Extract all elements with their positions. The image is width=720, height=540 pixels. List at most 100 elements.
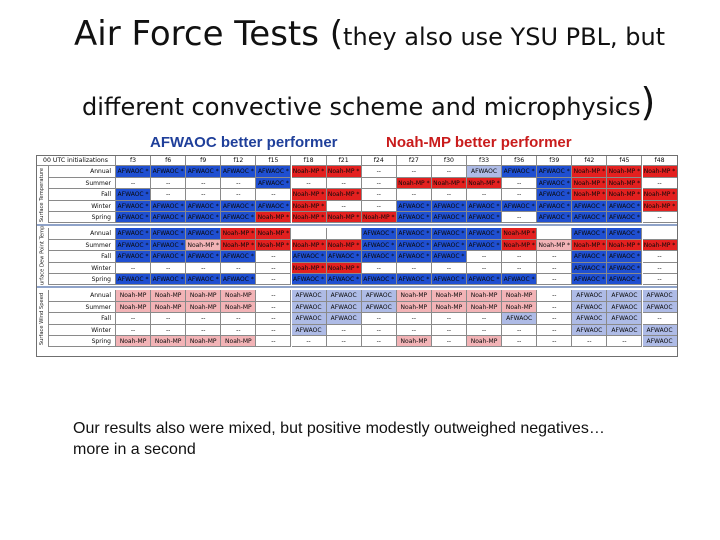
hour-header: f27: [396, 155, 432, 167]
result-cell: --: [502, 262, 538, 274]
result-cell: [537, 228, 573, 240]
result-cell: AFWAOC *: [431, 212, 467, 224]
season-label: Summer: [49, 301, 116, 314]
result-cell: AFWAOC *: [361, 228, 397, 240]
result-cell: --: [396, 189, 432, 201]
result-cell: --: [537, 336, 573, 348]
result-cell: AFWAOC: [572, 301, 608, 314]
result-cell: Noah-MP: [221, 290, 257, 302]
result-cell: AFWAOC *: [256, 166, 292, 178]
result-cell: --: [537, 313, 573, 325]
result-cell: --: [396, 262, 432, 274]
result-cell: Noah-MP: [116, 301, 152, 314]
result-cell: Noah-MP: [186, 290, 222, 302]
result-cell: AFWAOC *: [467, 274, 503, 286]
comparison-table: 00 UTC initializations f3 f6 f9 f12 f15 f18 f21…: [36, 155, 678, 357]
result-cell: AFWAOC *: [116, 189, 152, 201]
result-cell: --: [221, 189, 257, 201]
result-cell: AFWAOC *: [431, 251, 467, 263]
result-cell: --: [361, 313, 397, 325]
result-cell: [326, 228, 362, 240]
title-large-text: Air Force Tests (: [74, 14, 344, 54]
result-cell: Noah-MP *: [326, 239, 362, 252]
summary-note: Our results also were mixed, but positiv…: [73, 420, 605, 458]
result-cell: --: [221, 324, 257, 336]
result-cell: Noah-MP: [116, 336, 152, 348]
result-cell: --: [537, 262, 573, 274]
result-cell: AFWAOC: [607, 313, 643, 325]
result-cell: AFWAOC *: [467, 212, 503, 224]
result-cell: AFWAOC *: [431, 228, 467, 240]
hour-header: f21: [326, 155, 362, 167]
result-cell: --: [116, 262, 152, 274]
result-cell: [291, 228, 327, 240]
result-cell: --: [467, 313, 503, 325]
slide-title-line-1: Air Force Tests (they also use YSU PBL, …: [74, 14, 720, 54]
hour-header: f39: [537, 155, 573, 167]
result-cell: AFWAOC: [361, 290, 397, 302]
result-cell: AFWAOC *: [186, 228, 222, 240]
result-cell: Noah-MP *: [221, 228, 257, 240]
result-cell: AFWAOC *: [151, 212, 187, 224]
result-cell: --: [151, 177, 187, 190]
result-cell: Noah-MP: [186, 301, 222, 314]
result-cell: AFWAOC *: [572, 262, 608, 274]
result-cell: Noah-MP *: [642, 166, 678, 178]
result-cell: AFWAOC *: [151, 200, 187, 212]
result-cell: AFWAOC *: [537, 177, 573, 190]
result-cell: --: [537, 274, 573, 286]
result-cell: Noah-MP: [396, 290, 432, 302]
result-cell: AFWAOC *: [116, 239, 152, 252]
result-cell: --: [326, 336, 362, 348]
result-cell: --: [326, 200, 362, 212]
result-cell: Noah-MP: [116, 290, 152, 302]
slide-title-line-2: different convective scheme and microphy…: [82, 80, 720, 124]
result-cell: AFWAOC *: [186, 251, 222, 263]
result-cell: Noah-MP: [151, 301, 187, 314]
result-cell: AFWAOC *: [467, 239, 503, 252]
result-cell: --: [502, 212, 538, 224]
result-cell: AFWAOC *: [361, 251, 397, 263]
hour-header: f3: [116, 155, 152, 167]
result-cell: AFWAOC *: [221, 212, 257, 224]
result-cell: Noah-MP *: [291, 262, 327, 274]
result-cell: --: [361, 189, 397, 201]
result-cell: AFWAOC *: [502, 166, 538, 178]
result-cell: AFWAOC *: [396, 251, 432, 263]
result-cell: AFWAOC *: [116, 251, 152, 263]
result-cell: AFWAOC: [467, 166, 503, 178]
result-cell: AFWAOC *: [396, 274, 432, 286]
result-cell: --: [186, 313, 222, 325]
variable-label: Surface Dew Point Temp: [36, 225, 49, 288]
result-cell: Noah-MP *: [607, 177, 643, 190]
result-cell: --: [467, 262, 503, 274]
result-cell: --: [396, 324, 432, 336]
result-cell: AFWAOC *: [537, 212, 573, 224]
result-cell: Noah-MP: [467, 290, 503, 302]
result-cell: AFWAOC *: [256, 200, 292, 212]
result-cell: AFWAOC *: [537, 189, 573, 201]
hour-header: f48: [642, 155, 678, 167]
result-cell: AFWAOC: [572, 290, 608, 302]
result-cell: Noah-MP *: [607, 166, 643, 178]
result-cell: --: [642, 313, 678, 325]
result-cell: AFWAOC *: [221, 200, 257, 212]
result-cell: Noah-MP: [502, 290, 538, 302]
result-cell: AFWAOC *: [116, 200, 152, 212]
result-cell: --: [361, 200, 397, 212]
season-label: Winter: [49, 200, 116, 212]
result-cell: --: [186, 189, 222, 201]
result-cell: AFWAOC: [291, 301, 327, 314]
result-cell: AFWAOC *: [607, 212, 643, 224]
result-cell: Noah-MP *: [326, 166, 362, 178]
result-cell: Noah-MP: [396, 301, 432, 314]
result-cell: --: [537, 290, 573, 302]
result-cell: --: [467, 189, 503, 201]
result-cell: --: [186, 262, 222, 274]
result-cell: Noah-MP *: [642, 189, 678, 201]
result-cell: AFWAOC: [291, 290, 327, 302]
title-line-2-text: different convective scheme and microphy…: [82, 93, 641, 121]
result-cell: Noah-MP *: [291, 212, 327, 224]
result-cell: --: [642, 274, 678, 286]
result-cell: --: [502, 189, 538, 201]
